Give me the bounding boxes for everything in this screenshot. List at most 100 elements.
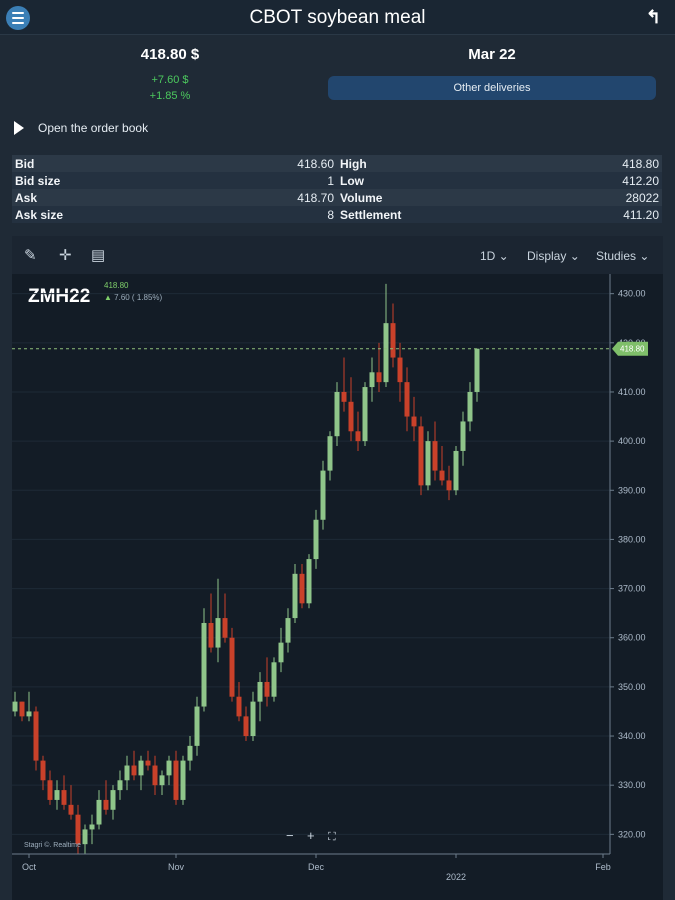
price-change-absolute: +7.60 $ [151, 74, 189, 86]
candle-body [138, 760, 144, 776]
quote-label: Ask [15, 190, 38, 205]
candle-body [208, 622, 214, 648]
candle-body [313, 519, 319, 560]
y-tick-label: 330.00 [618, 780, 646, 790]
candle-body [54, 790, 60, 800]
candle-body [96, 799, 102, 825]
y-tick-label: 370.00 [618, 584, 646, 594]
quote-label: Settlement [340, 207, 402, 222]
chart-change: ▲ 7.60 ( 1.85%) [104, 293, 163, 302]
candle-body [348, 401, 354, 432]
y-tick-label: 400.00 [618, 436, 646, 446]
display-dropdown[interactable]: Display ⌄ [527, 249, 580, 263]
price-tag [612, 341, 648, 356]
data-credit: Stagri ©. Realtime [24, 841, 81, 849]
interval-dropdown[interactable]: 1D ⌄ [480, 249, 509, 263]
top-bar: CBOT soybean meal ↰ [0, 0, 675, 35]
fit-view-button[interactable]: ⛶ [328, 830, 336, 843]
candle-body [166, 760, 172, 776]
candle-body [201, 622, 207, 707]
candle-body [117, 780, 123, 791]
candle-body [439, 470, 445, 481]
other-deliveries-button[interactable]: Other deliveries [328, 76, 656, 100]
candle-body [250, 701, 256, 737]
hamburger-menu-icon[interactable] [6, 6, 30, 30]
x-tick-label: 2022 [446, 872, 466, 882]
zoom-in-button[interactable]: + [307, 828, 315, 843]
candle-body [271, 662, 277, 697]
chart-toolbar: ✎ ✛ ▤ 1D ⌄ Display ⌄ Studies ⌄ [12, 236, 663, 274]
candle-body [215, 618, 221, 648]
quote-value: 412.20 [622, 173, 659, 188]
candle-body [397, 357, 403, 383]
candle-body [61, 790, 67, 805]
candle-body [229, 637, 235, 697]
quote-value: 28022 [625, 190, 659, 205]
candle-body [159, 775, 165, 786]
quote-row: Ask size 8 Settlement 411.20 [12, 206, 662, 223]
display-label: Display [527, 249, 567, 263]
pencil-icon[interactable]: ✎ [24, 247, 37, 264]
y-tick-label: 350.00 [618, 682, 646, 692]
x-tick-label: Oct [22, 862, 37, 872]
x-tick-label: Nov [168, 862, 185, 872]
crosshair-icon[interactable]: ✛ [59, 247, 72, 264]
price-chart-panel: ✎ ✛ ▤ 1D ⌄ Display ⌄ Studies ⌄ ZMH22 418… [12, 236, 663, 900]
candle-body [222, 618, 228, 638]
quote-row: Bid size 1 Low 412.20 [12, 172, 662, 189]
candle-body [341, 391, 347, 402]
candle-body [390, 323, 396, 358]
candle-body [124, 765, 130, 781]
candle-body [257, 681, 263, 702]
quote-label: Volume [340, 190, 383, 205]
up-arrow-icon: ▲ [104, 293, 114, 302]
price-tag-label: 418.80 [620, 345, 645, 354]
candle-body [75, 814, 81, 845]
candle-body [362, 387, 368, 442]
y-tick-label: 320.00 [618, 829, 646, 839]
zoom-out-button[interactable]: − [286, 828, 294, 843]
candle-body [264, 681, 270, 697]
chart-symbol: ZMH22 [28, 286, 90, 307]
y-tick-label: 340.00 [618, 731, 646, 741]
return-arrow-icon[interactable]: ↰ [645, 7, 661, 27]
candle-body [446, 480, 452, 491]
quote-label: Low [340, 173, 364, 188]
quote-table: Bid 418.60 High 418.80 Bid size 1 Low 412.20… [12, 155, 662, 223]
studies-dropdown[interactable]: Studies ⌄ [596, 249, 650, 263]
candle-body [89, 824, 95, 830]
candle-body [145, 760, 151, 766]
play-icon [14, 121, 24, 135]
candle-body [33, 711, 39, 761]
open-order-book-link[interactable]: Open the order book [14, 121, 148, 135]
candle-body [383, 323, 389, 383]
candle-body [425, 441, 431, 486]
comment-icon[interactable]: ▤ [91, 247, 106, 264]
candle-body [68, 804, 74, 815]
quote-value: 1 [327, 173, 334, 188]
y-tick-label: 380.00 [618, 534, 646, 544]
candle-body [187, 745, 193, 761]
candle-body [320, 470, 326, 520]
order-book-label: Open the order book [38, 121, 149, 135]
candle-body [376, 372, 382, 383]
candle-body [243, 716, 249, 737]
y-tick-label: 360.00 [618, 633, 646, 643]
candle-body [292, 573, 298, 619]
candle-body [474, 348, 480, 392]
candle-body [432, 441, 438, 471]
quote-row: Bid 418.60 High 418.80 [12, 155, 662, 172]
candle-body [334, 391, 340, 437]
candle-body [285, 618, 291, 643]
candle-body [460, 421, 466, 451]
candle-body [306, 559, 312, 604]
chart-change-value: 7.60 ( 1.85%) [114, 293, 162, 302]
candle-body [152, 765, 158, 786]
candle-body [19, 701, 25, 717]
quote-label: Bid [15, 156, 35, 171]
y-tick-label: 390.00 [618, 485, 646, 495]
candlestick-chart[interactable]: ZMH22 418.80 ▲ 7.60 ( 1.85%) 430.00420.0… [12, 274, 663, 900]
candle-body [173, 760, 179, 800]
quote-value: 8 [327, 207, 334, 222]
candle-body [40, 760, 46, 781]
